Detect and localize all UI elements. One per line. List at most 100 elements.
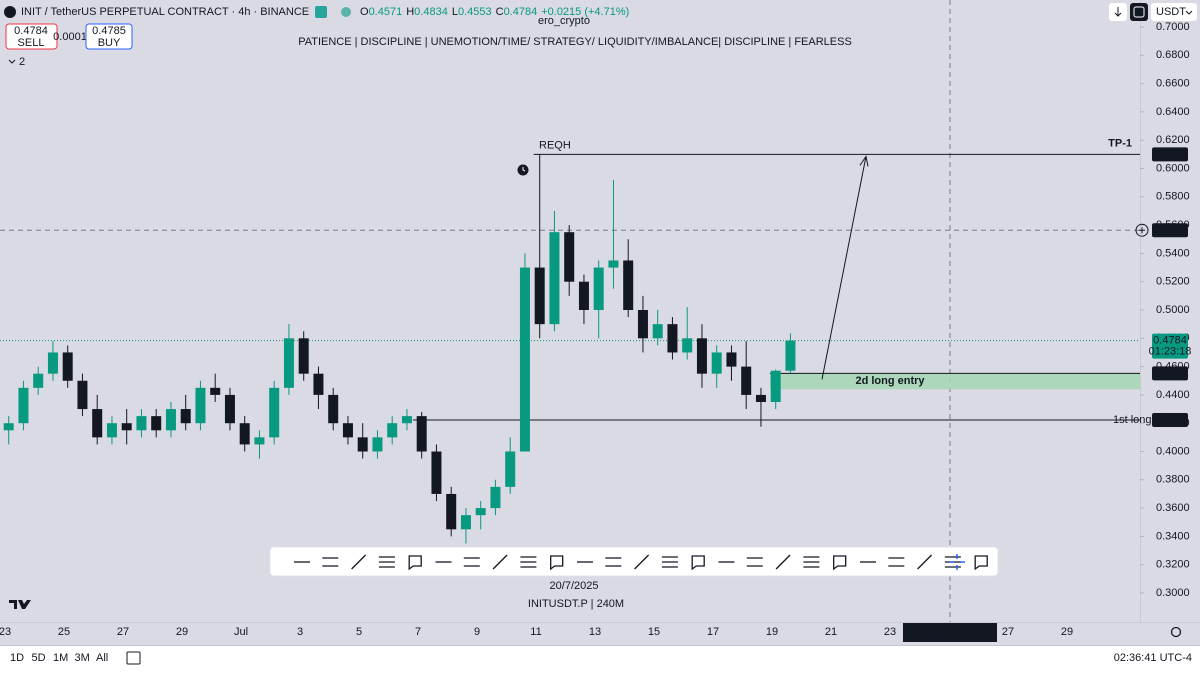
toolbar-tool[interactable] xyxy=(351,554,367,570)
fullscreen-button[interactable] xyxy=(1130,3,1148,21)
first-long-label: 1st long xyxy=(1113,414,1152,426)
add-alert-icon[interactable] xyxy=(1135,223,1149,237)
live-icon xyxy=(341,7,351,17)
range-button[interactable]: 1M xyxy=(53,652,68,664)
candle-body xyxy=(195,387,206,424)
symbol-logo xyxy=(4,6,16,18)
toolbar-tool[interactable] xyxy=(378,556,395,568)
candle-body xyxy=(254,437,265,445)
x-tick-label: 9 xyxy=(474,626,480,638)
toolbar-tool[interactable] xyxy=(974,555,988,571)
toolbar-icon xyxy=(803,556,820,568)
ohlc-change: +0.0215 (+4.71%) xyxy=(541,6,629,18)
currency-label: USDT xyxy=(1156,6,1186,18)
entry-price-label-bg xyxy=(1152,366,1188,381)
range-button[interactable]: 3M xyxy=(75,652,90,664)
y-tick-label: 0.6800 xyxy=(1156,49,1190,61)
toolbar-tool[interactable] xyxy=(917,554,933,570)
toolbar-icon xyxy=(661,556,678,568)
toolbar-tool[interactable] xyxy=(605,557,622,567)
toolbar-tool[interactable] xyxy=(322,557,339,567)
x-tick-label: 13 xyxy=(589,626,601,638)
ohlc-value: 0.4784 xyxy=(504,6,538,18)
crosshair-tool-icon[interactable] xyxy=(949,554,965,570)
candle-body xyxy=(387,423,398,438)
toolbar-tool[interactable] xyxy=(775,554,791,570)
tagline: PATIENCE | DISCIPLINE | UNEMOTION/TIME/ … xyxy=(298,36,852,48)
tp-price-label: 0.6100 xyxy=(1153,148,1187,160)
candle-body xyxy=(136,416,147,431)
crosshair-time-bg xyxy=(903,623,997,642)
crosshair-price-label: 0.5564 xyxy=(1153,224,1187,236)
range-button[interactable]: 5D xyxy=(32,652,46,664)
long-entry-zone xyxy=(770,373,1140,390)
tp-label: TP-1 xyxy=(1108,137,1132,149)
candle-body xyxy=(785,340,796,371)
candle-body xyxy=(608,260,619,268)
x-tick-label: Jul xyxy=(234,626,248,638)
toolbar-icon xyxy=(550,555,564,571)
toolbar-icon xyxy=(605,557,622,567)
toolbar-tool[interactable] xyxy=(833,555,847,571)
range-button[interactable]: All xyxy=(96,652,108,664)
y-tick-label: 0.7000 xyxy=(1156,21,1190,33)
candle-body xyxy=(534,267,545,325)
target-arrow xyxy=(821,156,867,380)
indicators-chevron[interactable] xyxy=(8,59,16,64)
candle-body xyxy=(711,352,722,374)
x-tick-label: 23 xyxy=(0,626,11,638)
candle-body xyxy=(446,493,457,530)
toolbar-tool[interactable] xyxy=(520,556,537,568)
toolbar-icon xyxy=(888,557,905,567)
candle-body xyxy=(298,338,309,374)
toolbar-tool[interactable] xyxy=(408,555,422,571)
toolbar-tool[interactable] xyxy=(492,554,508,570)
ohlc-letter: O xyxy=(360,6,369,18)
candle-body xyxy=(564,232,575,282)
ohlc-letter: H xyxy=(406,6,414,18)
candle-body xyxy=(490,486,501,509)
toolbar-tool[interactable] xyxy=(888,557,905,567)
ohlc-value: 0.4834 xyxy=(414,6,448,18)
toolbar-tool[interactable] xyxy=(746,557,763,567)
last-price-label: 0.4784 xyxy=(1153,334,1187,346)
chart-background xyxy=(0,0,1200,645)
y-tick-label: 0.6400 xyxy=(1156,106,1190,118)
y-tick-label: 0.3000 xyxy=(1156,587,1190,599)
candle-body xyxy=(549,232,560,325)
settings-icon[interactable] xyxy=(1170,626,1182,638)
first-long-price-label-bg xyxy=(1152,412,1188,427)
toolbar-icon xyxy=(917,554,933,570)
candle-body xyxy=(357,437,368,452)
candle-body xyxy=(401,416,412,424)
toolbar-tool[interactable] xyxy=(691,555,705,571)
candle-body xyxy=(770,370,781,402)
x-tick-label: 25 xyxy=(58,626,70,638)
calendar-icon[interactable] xyxy=(126,651,141,665)
toolbar-tool[interactable] xyxy=(463,557,480,567)
y-tick-label: 0.5200 xyxy=(1156,276,1190,288)
first-long-price-label: 0.4223 xyxy=(1153,414,1187,426)
toolbar-icon xyxy=(463,557,480,567)
toolbar-tool[interactable] xyxy=(661,556,678,568)
sell-label: SELL xyxy=(18,37,45,49)
range-button[interactable]: 1D xyxy=(10,652,24,664)
sell-button[interactable] xyxy=(5,23,58,50)
toolbar-tool[interactable] xyxy=(550,555,564,571)
toolbar-icon xyxy=(351,554,367,570)
market-status-icon[interactable] xyxy=(315,6,327,18)
x-tick-label: 11 xyxy=(530,626,541,638)
buy-button[interactable] xyxy=(85,23,133,50)
x-tick-label: 21 xyxy=(825,626,837,638)
long-entry-label: 2d long entry xyxy=(855,375,925,387)
toolbar-tool[interactable] xyxy=(634,554,650,570)
bottom-bar xyxy=(0,645,1200,675)
x-tick-label: 27 xyxy=(1002,626,1014,638)
buy-label: BUY xyxy=(98,37,121,49)
currency-button[interactable] xyxy=(1151,3,1197,21)
currency-chevron xyxy=(1185,10,1193,15)
candle-body xyxy=(682,338,693,353)
candle-body xyxy=(623,260,634,311)
candle-body xyxy=(269,387,280,438)
toolbar-tool[interactable] xyxy=(803,556,820,568)
